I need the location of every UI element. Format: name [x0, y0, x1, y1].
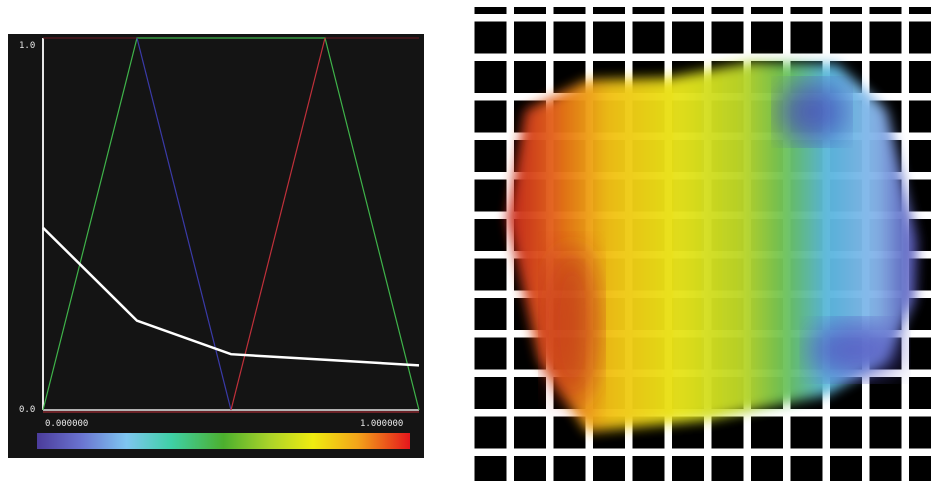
- color-map-bar[interactable]: [37, 433, 410, 449]
- green-opacity-curve[interactable]: [42, 37, 420, 411]
- x-min-label: 0.000000: [45, 419, 89, 429]
- y-min-label: 0.0: [19, 405, 36, 415]
- transfer-function-plot[interactable]: [8, 34, 424, 458]
- red-ramp-curve[interactable]: [230, 37, 326, 411]
- top-border-gap: [467, 0, 931, 7]
- transfer-function-editor[interactable]: 1.0 0.0 0.000000 1.000000: [8, 34, 424, 458]
- y-max-label: 1.0: [19, 41, 36, 51]
- volume-red-edge: [544, 247, 600, 403]
- blue-ramp-curve[interactable]: [136, 37, 232, 411]
- volume-blue-highlight-top: [778, 82, 846, 142]
- white-alpha-curve[interactable]: [42, 226, 420, 367]
- x-max-label: 1.000000: [360, 419, 404, 429]
- volume-render-view[interactable]: [467, 0, 931, 481]
- volume-rendering-image: [467, 0, 931, 481]
- volume-blue-highlight-bottom: [809, 322, 901, 378]
